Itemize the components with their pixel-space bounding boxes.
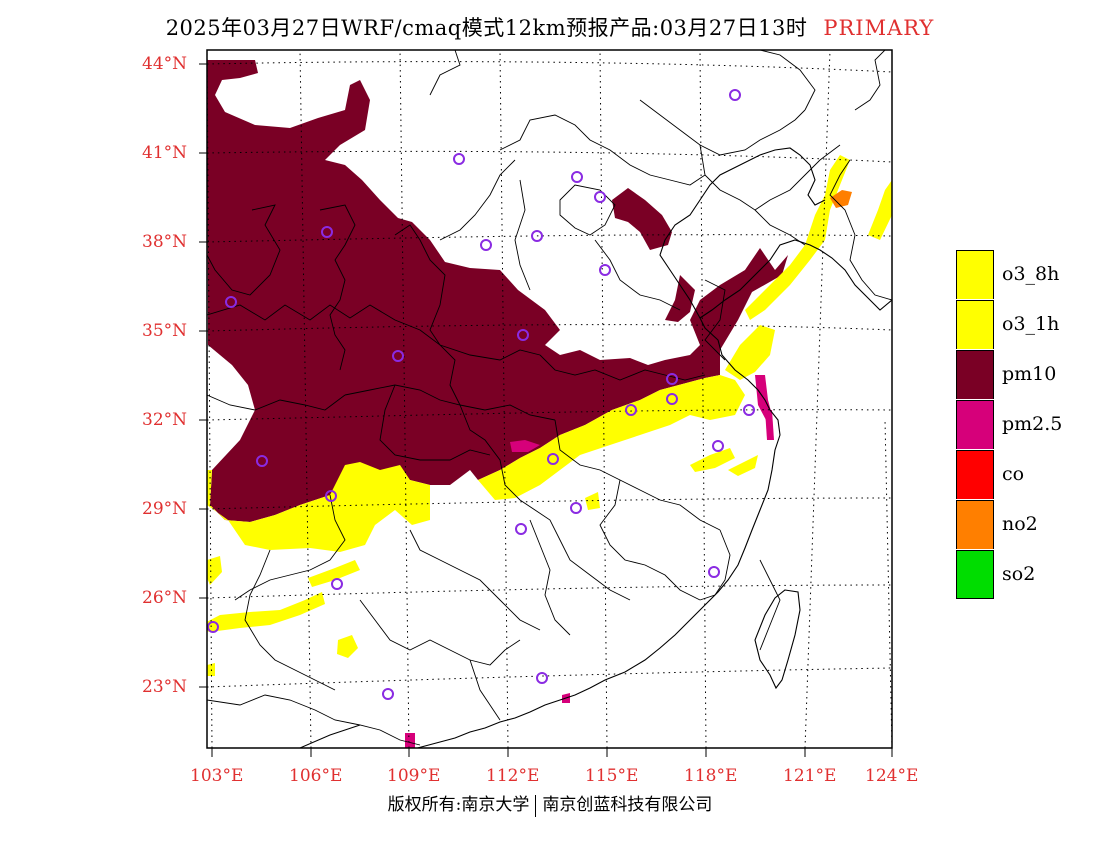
lat-label-38: 38°N	[142, 232, 188, 252]
lon-label-109: 109°E	[387, 766, 441, 786]
o3-north-coastal	[745, 155, 850, 320]
no2-patch	[830, 190, 852, 208]
legend-label: pm2.5	[1002, 413, 1063, 435]
o3-patch-a	[337, 635, 358, 658]
south-island-edge	[299, 724, 361, 748]
legend-swatch	[956, 449, 994, 499]
lat-label-29: 29°N	[142, 499, 188, 519]
lon-label-124: 124°E	[865, 766, 919, 786]
o3-southwest-streak	[207, 592, 325, 632]
legend-swatch	[956, 549, 994, 599]
legend-swatch	[956, 299, 994, 349]
legend-label: no2	[1002, 513, 1038, 535]
legend-swatch	[956, 499, 994, 549]
legend-swatch	[956, 349, 994, 399]
map-frame	[206, 49, 893, 749]
legend-label: o3_1h	[1002, 313, 1060, 335]
o3-patch-g	[207, 663, 215, 676]
copyright-right: 南京创蓝科技有限公司	[542, 795, 713, 815]
copyright-footer: 版权所有:南京大学 南京创蓝科技有限公司	[0, 790, 1100, 817]
lon-label-115: 115°E	[585, 766, 639, 786]
axis-ticks	[199, 63, 893, 757]
pm25-east-patch	[765, 410, 774, 440]
taiwan-island	[754, 589, 801, 690]
primary-tag: PRIMARY	[823, 16, 935, 40]
legend-label: pm10	[1002, 363, 1057, 385]
copyright-left: 版权所有:南京大学	[387, 795, 530, 815]
legend-swatch	[956, 249, 994, 299]
lon-label-121: 121°E	[783, 766, 837, 786]
coastline	[415, 239, 892, 748]
pm25-south-patch	[405, 733, 415, 748]
legend-item-so2: so2	[956, 549, 1062, 599]
title-text: 2025年03月27日WRF/cmaq模式12km预报产品:03月27日13时	[165, 16, 808, 40]
o3-coastal-strip	[725, 325, 775, 380]
lon-label-103: 103°E	[190, 766, 244, 786]
lon-label-118: 118°E	[684, 766, 738, 786]
o3-patch-e	[207, 556, 222, 585]
lat-label-23: 23°N	[142, 677, 188, 697]
pm25-center-patch	[510, 440, 540, 452]
legend-item-o3-1h: o3_1h	[956, 299, 1062, 349]
pollutant-legend: o3_8h o3_1h pm10 pm2.5 co no2 so2	[956, 249, 1062, 599]
map-title: 2025年03月27日WRF/cmaq模式12km预报产品:03月27日13时 P…	[0, 12, 1100, 42]
legend-item-no2: no2	[956, 499, 1062, 549]
province-boundaries	[207, 50, 892, 746]
legend-item-pm25: pm2.5	[956, 399, 1062, 449]
legend-label: so2	[1002, 563, 1036, 585]
o3-band-center	[478, 375, 745, 500]
lat-label-26: 26°N	[142, 588, 188, 608]
legend-label: co	[1002, 463, 1025, 485]
legend-item-pm10: pm10	[956, 349, 1062, 399]
o3-patch-b	[308, 560, 360, 587]
station-markers	[207, 89, 755, 700]
lon-label-112: 112°E	[486, 766, 540, 786]
pm10-east-arm	[665, 275, 695, 322]
lat-label-44: 44°N	[142, 54, 188, 74]
pm10-north-patch	[612, 188, 672, 250]
legend-item-o3-8h: o3_8h	[956, 249, 1062, 299]
footer-separator	[535, 794, 537, 817]
legend-label: o3_8h	[1002, 263, 1060, 285]
lat-label-41: 41°N	[142, 143, 188, 163]
o3-band-south	[207, 462, 430, 552]
lon-label-106: 106°E	[289, 766, 343, 786]
north-coastline	[659, 147, 826, 319]
o3-patch-d	[728, 455, 758, 476]
legend-item-co: co	[956, 449, 1062, 499]
lat-label-32: 32°N	[142, 410, 188, 430]
lat-label-35: 35°N	[142, 321, 188, 341]
legend-swatch	[956, 399, 994, 449]
o3-patch-c	[690, 448, 735, 472]
o3-far-northeast	[868, 180, 892, 240]
pm10-region	[207, 60, 788, 522]
